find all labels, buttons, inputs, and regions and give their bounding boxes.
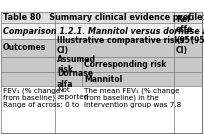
Bar [1,12,202,23]
Text: Rel-
effe
(95*
CI): Rel- effe (95* CI) [176,15,194,55]
Text: Not
reported: Not reported [57,87,88,100]
Text: Illustrative comparative risks* (95%
CI): Illustrative comparative risks* (95% CI) [57,36,204,55]
Text: Comparison 1.2.1. Mannitol versus dornase alfa: Comparison 1.2.1. Mannitol versus dornas… [3,27,204,36]
Text: Corresponding risk: Corresponding risk [84,60,166,69]
Bar [1,39,202,57]
Text: FEV₁ (% change
from baseline) -
Range of across: 0 to: FEV₁ (% change from baseline) - Range of… [3,87,79,108]
Bar [1,72,202,86]
Text: Mannitol: Mannitol [84,75,122,83]
Text: Outcomes: Outcomes [3,44,46,53]
Text: Dornase
alfa: Dornase alfa [57,69,93,89]
Bar [1,57,202,72]
Bar [1,86,202,133]
Text: Assumed
risk: Assumed risk [57,55,96,74]
Bar [1,23,202,39]
Text: The mean FEV₁ (% change
from baseline) in the
intervention group was 7.8: The mean FEV₁ (% change from baseline) i… [84,87,181,108]
Text: Table 80   Summary clinical evidence profile: Comparison 1.: Table 80 Summary clinical evidence profi… [3,13,204,22]
